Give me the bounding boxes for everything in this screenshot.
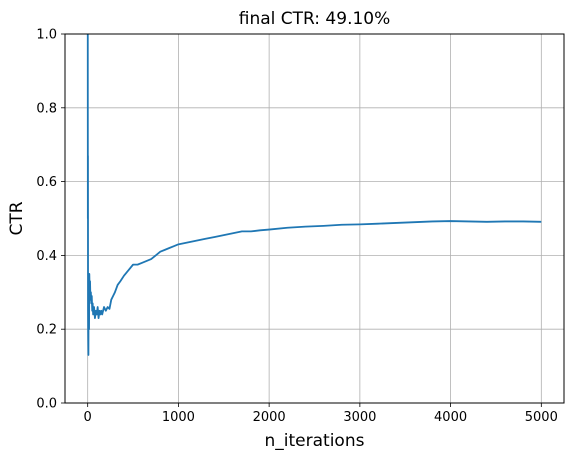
x-axis-label: n_iterations	[265, 431, 365, 451]
y-axis-label: CTR	[7, 201, 27, 235]
y-tick-label: 0.2	[36, 323, 57, 338]
x-tick-label: 5000	[525, 410, 558, 425]
y-tick-label: 1.0	[36, 28, 57, 43]
chart-title: final CTR: 49.10%	[239, 9, 391, 29]
y-tick-label: 0.0	[36, 397, 57, 412]
x-tick-label: 2000	[253, 410, 286, 425]
x-tick-label: 1000	[162, 410, 195, 425]
y-tick-label: 0.8	[36, 101, 57, 116]
axes-frame	[64, 33, 565, 404]
x-tick-label: 4000	[434, 410, 467, 425]
y-tick-label: 0.4	[36, 249, 57, 264]
ticks: 0 1000 2000 3000 4000 5000 0.0 0.2 0.4 0.6 0.8 1.0	[36, 28, 558, 426]
series-layer	[86, 33, 542, 356]
y-tick-label: 0.6	[36, 175, 57, 190]
x-tick-label: 0	[84, 410, 92, 425]
series-line	[86, 33, 542, 356]
x-tick-label: 3000	[343, 410, 376, 425]
